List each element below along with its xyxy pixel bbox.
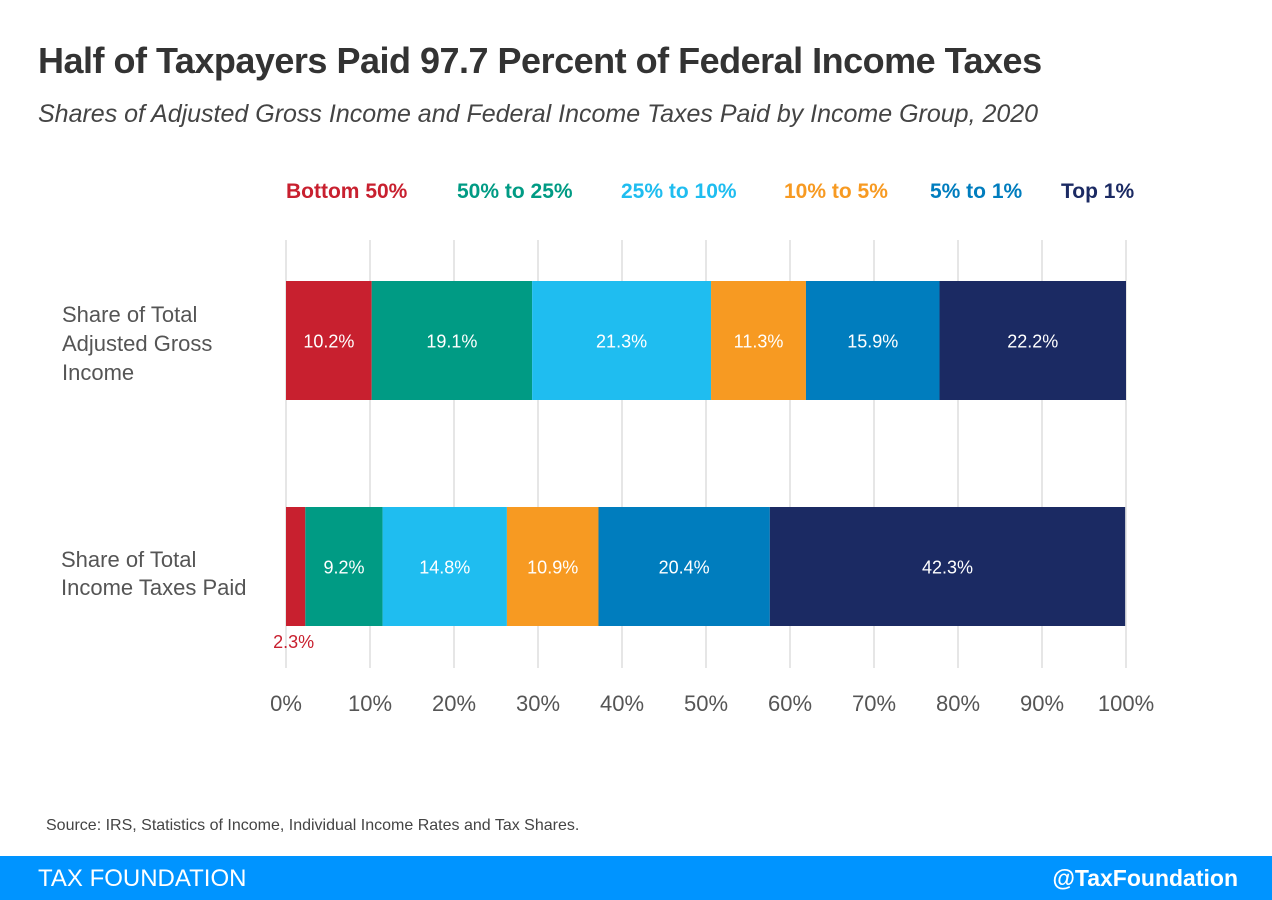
bar-segment xyxy=(286,507,306,626)
data-label: 10.2% xyxy=(303,332,354,352)
bar-segment xyxy=(286,281,372,400)
x-tick-label: 90% xyxy=(1020,691,1064,716)
category-label: Share of Total xyxy=(61,547,196,572)
data-label: 14.8% xyxy=(419,558,470,578)
data-label: 22.2% xyxy=(1007,332,1058,352)
bar-segment xyxy=(382,507,507,626)
x-tick-label: 100% xyxy=(1098,691,1154,716)
bar-segment xyxy=(506,507,599,626)
chart-title: Half of Taxpayers Paid 97.7 Percent of F… xyxy=(38,40,1042,81)
data-label: 11.3% xyxy=(734,332,784,352)
bar-segment xyxy=(598,507,770,626)
x-tick-label: 20% xyxy=(432,691,476,716)
footer-org-name: TAX FOUNDATION xyxy=(38,865,247,892)
bar-segment xyxy=(305,507,383,626)
legend-item: Top 1% xyxy=(1061,180,1134,203)
data-label: 42.3% xyxy=(922,558,973,578)
x-tick-label: 10% xyxy=(348,691,392,716)
data-label: 15.9% xyxy=(847,332,898,352)
chart-subtitle: Shares of Adjusted Gross Income and Fede… xyxy=(38,100,1039,128)
category-label: Share of Total xyxy=(62,302,197,327)
x-tick-label: 80% xyxy=(936,691,980,716)
bar-segment xyxy=(532,281,712,400)
category-label: Income Taxes Paid xyxy=(61,575,246,600)
x-tick-label: 50% xyxy=(684,691,728,716)
data-label: 9.2% xyxy=(323,558,364,578)
legend-item: 5% to 1% xyxy=(930,180,1023,203)
bar-segment xyxy=(371,281,533,400)
x-tick-label: 30% xyxy=(516,691,560,716)
data-label: 19.1% xyxy=(426,332,477,352)
x-tick-label: 70% xyxy=(852,691,896,716)
bar-segment xyxy=(805,281,940,400)
category-label: Income xyxy=(62,360,134,385)
source-note: Source: IRS, Statistics of Income, Indiv… xyxy=(46,817,580,834)
footer-twitter-handle[interactable]: @TaxFoundation xyxy=(1052,865,1238,891)
legend-item: 50% to 25% xyxy=(457,180,573,203)
x-tick-label: 60% xyxy=(768,691,812,716)
bar-segment xyxy=(939,281,1126,400)
data-label: 2.3% xyxy=(273,632,314,652)
stacked-bar-chart: 0% 10% 20% 30% 40% 50% 60% 70% 80% 90% 100% Bottom … xyxy=(61,180,1154,716)
legend-item: 25% to 10% xyxy=(621,180,737,203)
footer-bar: TAX FOUNDATION @TaxFoundation xyxy=(0,856,1272,900)
data-label: 20.4% xyxy=(659,558,710,578)
data-label: 21.3% xyxy=(596,332,647,352)
x-tick-label: 40% xyxy=(600,691,644,716)
legend-item: Bottom 50% xyxy=(286,180,408,203)
x-tick-label: 0% xyxy=(270,691,302,716)
bar-segment xyxy=(711,281,806,400)
legend-item: 10% to 5% xyxy=(784,180,888,203)
category-label: Adjusted Gross xyxy=(62,331,212,356)
data-label: 10.9% xyxy=(527,558,578,578)
bar-segment xyxy=(769,507,1126,626)
